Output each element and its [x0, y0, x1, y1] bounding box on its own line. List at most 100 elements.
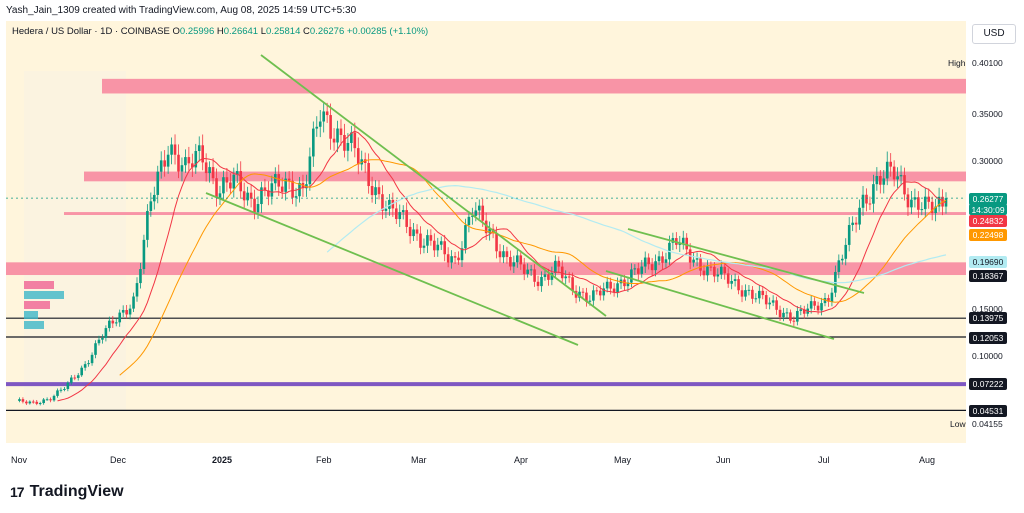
candle-body [581, 291, 585, 293]
candle-body [861, 194, 865, 208]
currency-button[interactable]: USD [972, 24, 1016, 44]
candle-body [139, 269, 142, 284]
x-tick: 2025 [212, 455, 233, 465]
candle-body [550, 272, 554, 280]
candle-body [384, 208, 388, 211]
candle-body [277, 174, 281, 187]
candle-body [388, 199, 391, 209]
candle-body [318, 121, 322, 127]
candle-body [187, 157, 191, 164]
candle-body [294, 196, 298, 198]
candle-body [602, 288, 606, 296]
volume-profile-bar [24, 321, 44, 329]
candle-body [923, 196, 927, 210]
candle-body [899, 175, 903, 177]
high-label: H [216, 26, 224, 37]
candle-body [132, 296, 135, 309]
candle-body [66, 382, 70, 389]
candle-body [242, 191, 246, 201]
candle-body [785, 312, 789, 314]
candle-body [650, 264, 654, 271]
candle-body [374, 187, 377, 196]
candle-body [678, 243, 682, 245]
candle-body [761, 290, 765, 296]
candle-body [612, 288, 616, 293]
candle-body [799, 309, 803, 311]
candle-body [35, 401, 39, 404]
candle-body [536, 281, 540, 287]
candle-body [716, 274, 720, 277]
candle-body [896, 176, 899, 180]
candle-body [353, 132, 357, 149]
candle-body [443, 241, 446, 255]
candle-body [768, 302, 771, 305]
candle-body [235, 171, 239, 175]
candle-body [719, 266, 723, 275]
low-label: L [260, 26, 267, 37]
candle-body [394, 208, 398, 220]
candle-body [564, 276, 568, 279]
candle-body [377, 187, 381, 195]
candle-body [197, 145, 201, 151]
candle-body [152, 194, 156, 202]
chart-attribution: Yash_Jain_1309 created with TradingView.… [6, 5, 357, 16]
candle-body [567, 276, 571, 278]
candle-body [125, 309, 128, 315]
low-label: Low [950, 419, 966, 429]
candle-body [18, 399, 21, 401]
candle-body [737, 279, 740, 291]
candle-body [350, 132, 353, 143]
candle-body [177, 154, 180, 172]
candle-body [605, 281, 609, 289]
candle-body [809, 301, 813, 309]
candle-body [401, 210, 405, 213]
candle-body [664, 259, 668, 263]
candle-body [840, 258, 844, 261]
candle-body [640, 266, 644, 274]
candle-body [156, 171, 160, 195]
candle-body [87, 363, 90, 365]
level-label: 0.13975 [969, 312, 1007, 324]
candle-body [934, 206, 937, 214]
candle-body [723, 266, 727, 274]
resistance-zone [6, 262, 966, 276]
price-chart[interactable] [6, 21, 966, 443]
candle-body [529, 269, 533, 271]
candle-body [578, 291, 581, 298]
candle-body [626, 282, 630, 287]
chart-canvas[interactable] [6, 21, 966, 443]
candle-body [692, 259, 695, 263]
candle-body [854, 222, 858, 225]
trendline [260, 54, 607, 317]
high-value: 0.26641 [223, 26, 259, 37]
candle-body [827, 298, 830, 302]
candle-body [215, 178, 218, 198]
candle-body [747, 289, 751, 291]
candle-body [820, 303, 823, 311]
x-tick: Aug [919, 455, 936, 465]
level-label: 0.18367 [969, 270, 1007, 282]
candle-body [892, 166, 896, 180]
candle-body [59, 389, 63, 391]
candle-body [758, 290, 761, 299]
candle-body [471, 215, 474, 217]
candle-body [647, 257, 650, 265]
candle-body [287, 178, 291, 181]
candle-body [450, 256, 453, 263]
candle-body [813, 301, 816, 306]
candle-body [865, 194, 868, 204]
candle-body [505, 251, 509, 257]
candle-body [270, 183, 274, 197]
candle-body [42, 399, 45, 404]
ma-red-label: 0.24832 [969, 215, 1007, 227]
tradingview-logo[interactable]: 17 TradingView [10, 483, 124, 501]
candle-body [557, 260, 561, 267]
ma-blue-line [326, 184, 947, 284]
candle-body [937, 196, 941, 207]
candle-body [249, 192, 253, 199]
candle-body [381, 194, 384, 211]
candle-body [533, 269, 536, 282]
candle-body [146, 210, 149, 240]
candle-body [771, 300, 775, 303]
symbol-title[interactable]: Hedera / US Dollar · 1D · COINBASE [12, 26, 170, 37]
